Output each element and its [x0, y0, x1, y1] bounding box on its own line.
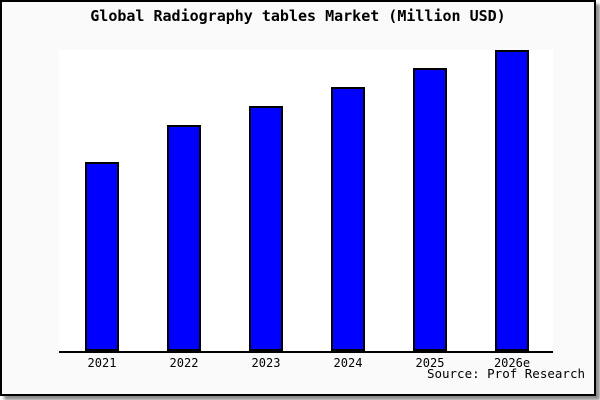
bar-2025: [413, 68, 447, 351]
bar-2024: [331, 87, 365, 351]
bar-2026e: [495, 50, 529, 351]
x-tick-label: 2026e: [493, 356, 531, 370]
bar-2022: [167, 125, 201, 351]
x-tick-label: 2022: [169, 356, 199, 370]
x-tick-label: 2021: [87, 356, 117, 370]
chart-title: Global Radiography tables Market (Millio…: [90, 7, 506, 25]
x-tick-label: 2024: [333, 356, 363, 370]
x-tick-label: 2025: [415, 356, 445, 370]
source-credit: Source: Prof Research: [426, 366, 585, 381]
x-axis-labels: 2021 2022 2023 2024 2025 2026e: [59, 356, 553, 372]
bar-2023: [249, 106, 283, 351]
x-tick-label: 2023: [251, 356, 281, 370]
plot-area: [59, 50, 553, 353]
bar-2021: [85, 162, 119, 351]
